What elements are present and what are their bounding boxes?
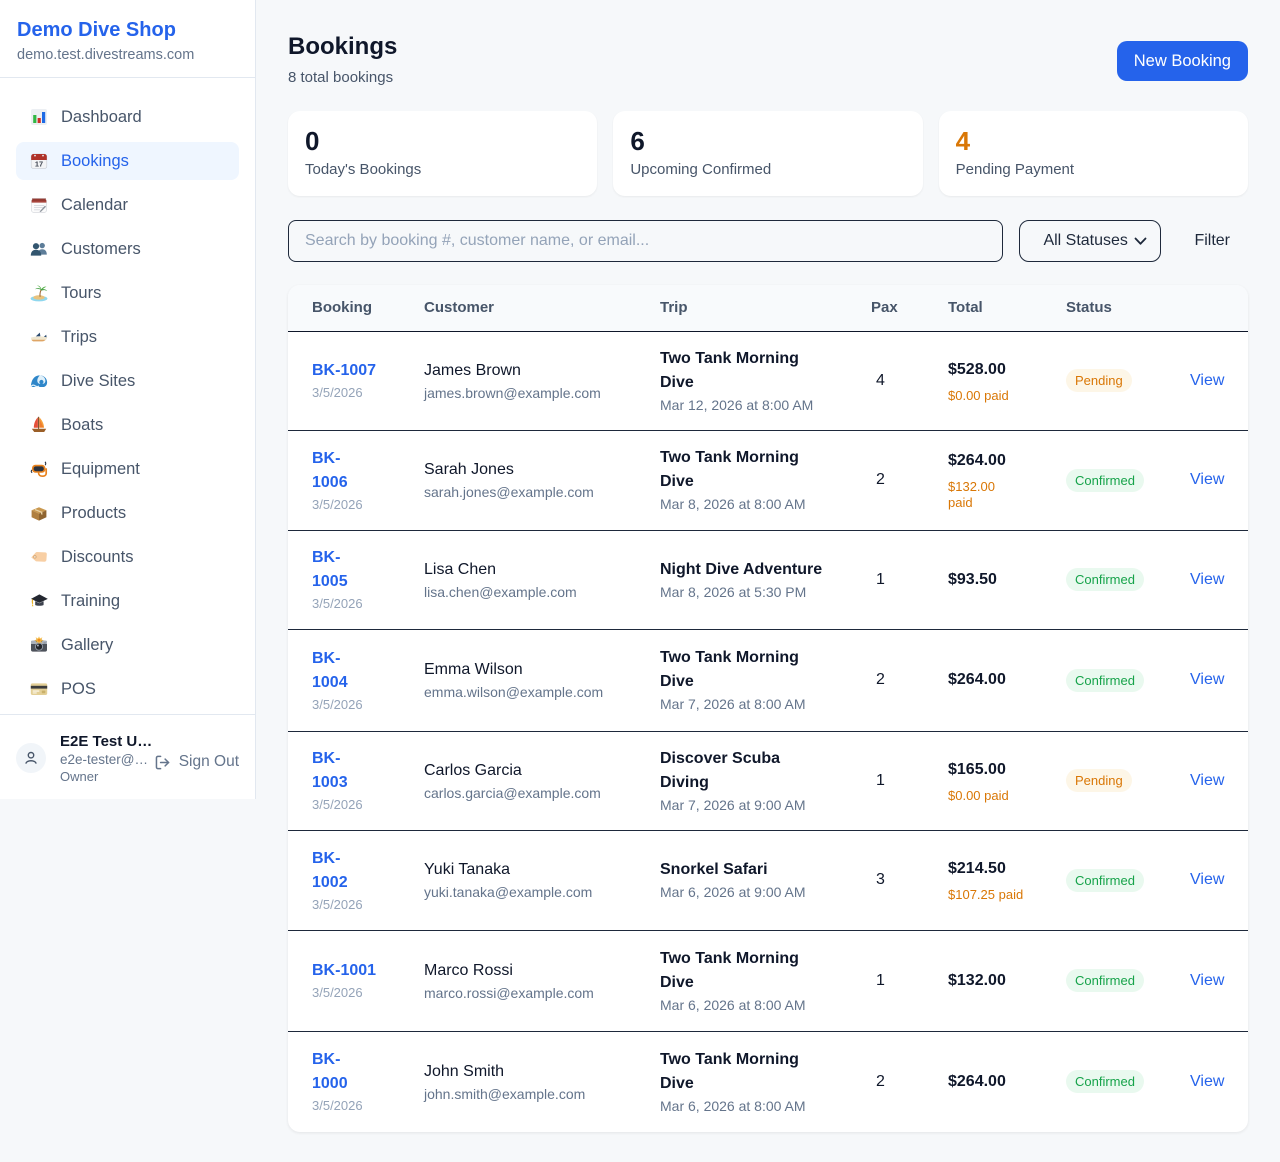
svg-text:17: 17 [35,160,43,169]
